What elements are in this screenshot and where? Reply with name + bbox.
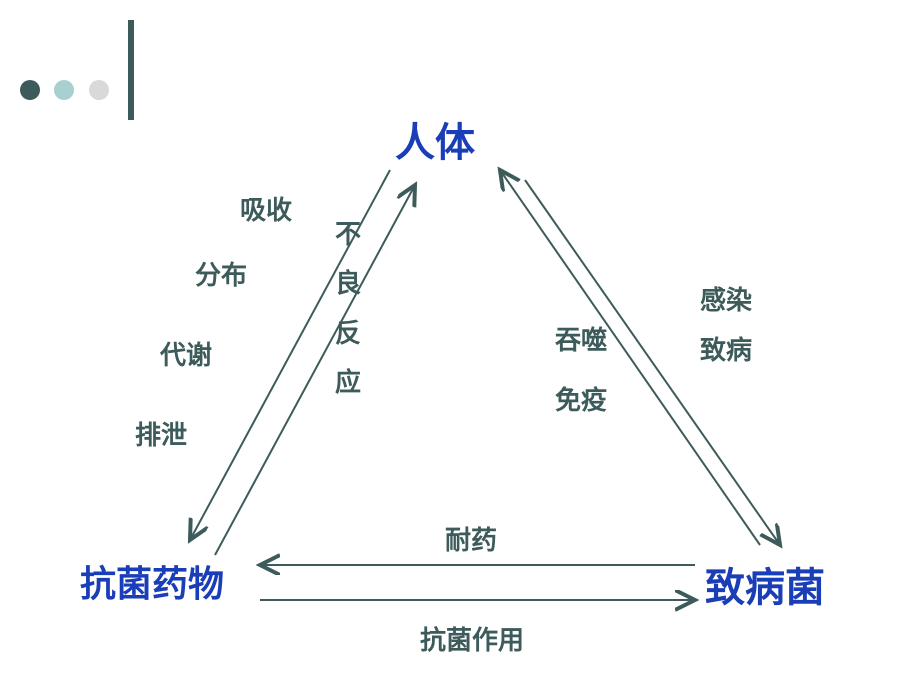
label-disease: 致病 <box>700 330 752 367</box>
label-metabolize: 代谢 <box>160 335 212 372</box>
node-antibiotic: 抗菌药物 <box>80 555 224 607</box>
label-absorb: 吸收 <box>240 190 292 227</box>
label-immune: 免疫 <box>555 380 607 417</box>
label-infect: 感染 <box>700 280 752 317</box>
arrow-left-to-top <box>215 185 415 555</box>
node-pathogen: 致病菌 <box>705 555 825 613</box>
label-distribute: 分布 <box>195 255 247 292</box>
label-resist: 耐药 <box>445 520 497 557</box>
label-phago: 吞噬 <box>555 320 607 357</box>
label-adverse: 不良反应 <box>335 210 361 408</box>
label-antibact: 抗菌作用 <box>420 620 524 657</box>
node-human: 人体 <box>395 110 475 168</box>
label-excrete: 排泄 <box>135 415 187 452</box>
